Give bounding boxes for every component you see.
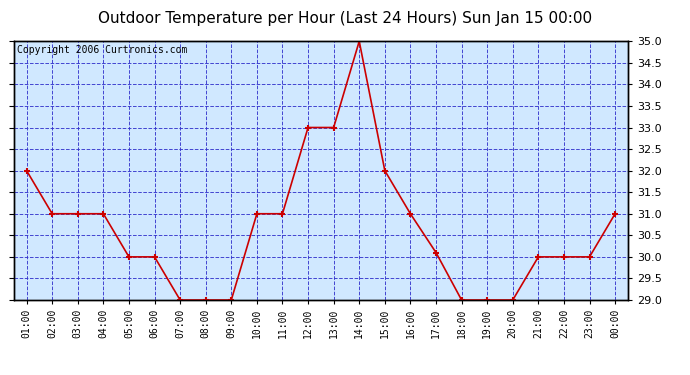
Text: Copyright 2006 Curtronics.com: Copyright 2006 Curtronics.com — [17, 45, 187, 55]
Text: Outdoor Temperature per Hour (Last 24 Hours) Sun Jan 15 00:00: Outdoor Temperature per Hour (Last 24 Ho… — [98, 11, 592, 26]
